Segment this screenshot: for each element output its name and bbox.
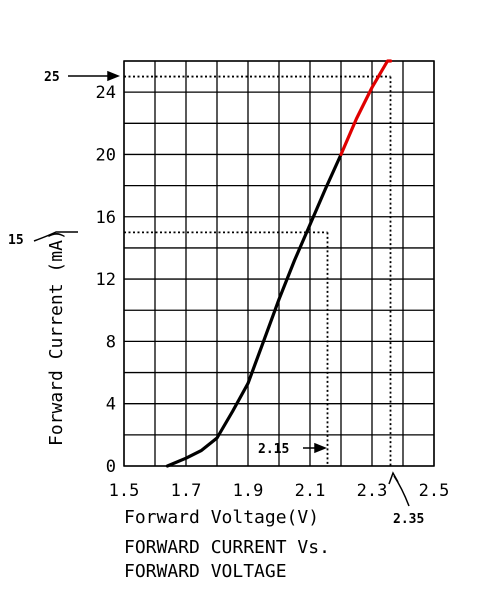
y-tick-label: 24 [96,83,116,103]
plot-frame [123,60,435,467]
curve-group [165,59,393,468]
x-tick-labels: 1.5 1.7 1.9 2.1 2.3 2.5 [109,481,450,501]
chart-title-line-2: FORWARD VOLTAGE [124,561,287,582]
annotation-2-15-label: 2.15 [258,442,289,457]
y-tick-label: 8 [106,332,116,352]
y-axis-label: Forward Current (mA) [46,229,67,446]
arrow-25 [68,70,121,82]
y-tick-label: 4 [106,395,116,415]
forward-current-curve-extension [339,59,393,157]
x-tick-label: 2.5 [419,481,450,501]
arrow-15 [33,231,78,242]
chart-grid [123,60,435,467]
x-tick-label: 1.9 [233,481,264,501]
y-tick-label: 12 [96,270,116,290]
y-tick-label: 16 [96,208,116,228]
y-tick-label: 0 [106,457,116,477]
x-tick-label: 1.7 [171,481,202,501]
annotation-15-label: 15 [8,233,24,248]
x-tick-label: 1.5 [109,481,140,501]
annotation-guides [124,75,392,466]
annotation-25-label: 25 [44,70,60,85]
forward-current-curve [165,152,343,468]
y-tick-label: 20 [96,145,116,165]
chart-title-line-1: FORWARD CURRENT Vs. [124,537,330,558]
arrow-2-15 [303,442,328,454]
x-tick-label: 2.3 [357,481,388,501]
arrow-2-35 [388,471,410,507]
x-axis-label: Forward Voltage(V) [124,507,319,528]
y-tick-labels: 0 4 8 12 16 20 24 [96,83,116,477]
annotation-2-35-label: 2.35 [393,512,424,527]
x-tick-label: 2.1 [295,481,326,501]
